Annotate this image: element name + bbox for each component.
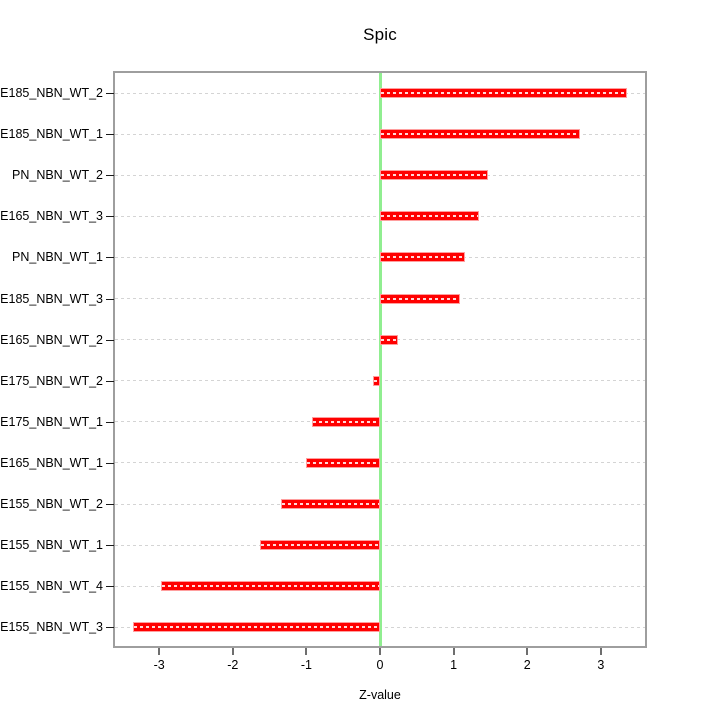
category-label: E165_NBN_WT_2 <box>0 332 103 347</box>
x-axis-tick <box>526 648 529 655</box>
y-axis-tick <box>106 627 114 629</box>
y-axis-tick <box>106 216 114 218</box>
bar <box>372 375 380 386</box>
category-label: E175_NBN_WT_1 <box>0 414 103 429</box>
bar-dash-overlay <box>373 379 379 382</box>
zero-reference-line <box>378 73 382 646</box>
bar-dash-overlay <box>381 92 626 94</box>
bar-dash-overlay <box>134 626 379 629</box>
y-axis-tick <box>106 339 114 341</box>
bar <box>281 499 380 509</box>
bar <box>305 457 380 468</box>
category-label: E165_NBN_WT_1 <box>0 455 103 470</box>
bar <box>380 129 581 140</box>
category-label: E155_NBN_WT_1 <box>0 538 103 553</box>
category-label: E155_NBN_WT_3 <box>0 620 103 635</box>
bar-dash-overlay <box>381 338 397 341</box>
bar-dash-overlay <box>381 297 460 300</box>
category-label: E175_NBN_WT_2 <box>0 373 103 388</box>
bar <box>133 622 380 633</box>
bar-dash-overlay <box>312 420 379 423</box>
x-tick-label: 1 <box>450 658 458 672</box>
y-axis-tick <box>106 298 114 300</box>
x-axis-tick <box>599 648 602 655</box>
category-label: E185_NBN_WT_1 <box>0 127 103 142</box>
bar-dash-overlay <box>381 256 464 259</box>
category-label: PN_NBN_WT_2 <box>12 168 103 183</box>
bar <box>380 334 398 345</box>
x-tick-label: -1 <box>300 658 312 672</box>
plot-area <box>113 71 647 648</box>
y-axis-tick <box>106 257 114 259</box>
y-axis-tick <box>106 93 114 94</box>
x-tick-label: 0 <box>376 658 384 672</box>
x-axis-tick <box>379 648 381 655</box>
y-axis-tick <box>106 421 114 423</box>
bar <box>161 581 380 592</box>
bar-dash-overlay <box>381 133 580 136</box>
x-axis-tick <box>231 648 234 655</box>
bar <box>380 170 489 181</box>
chart-title: Spic <box>363 25 397 44</box>
category-label: E165_NBN_WT_3 <box>0 209 103 224</box>
bar-dash-overlay <box>282 503 379 505</box>
bar <box>311 416 380 427</box>
category-label: PN_NBN_WT_1 <box>12 250 103 265</box>
y-axis-tick <box>106 175 114 177</box>
x-tick-label: -3 <box>153 658 165 672</box>
bar <box>260 540 380 551</box>
bar-dash-overlay <box>381 215 478 218</box>
x-axis-tick <box>158 648 161 655</box>
bar-dash-overlay <box>306 461 379 464</box>
x-axis-label: Z-value <box>359 688 401 702</box>
bar <box>380 88 627 98</box>
bar-dash-overlay <box>162 585 379 588</box>
x-axis-tick <box>305 648 308 655</box>
y-axis-tick <box>106 462 114 464</box>
plot-inner <box>115 73 645 646</box>
x-tick-label: 2 <box>523 658 531 672</box>
x-axis-tick <box>452 648 455 655</box>
category-label: E155_NBN_WT_2 <box>0 497 103 511</box>
bar <box>380 211 479 222</box>
category-label: E185_NBN_WT_3 <box>0 291 103 306</box>
bar-dash-overlay <box>261 544 379 547</box>
y-axis-tick <box>106 504 114 505</box>
bar <box>380 252 465 263</box>
bar-dash-overlay <box>381 174 488 177</box>
bar <box>380 293 461 304</box>
y-axis-tick <box>106 586 114 588</box>
y-axis-tick <box>106 545 114 547</box>
category-label: E155_NBN_WT_4 <box>0 579 103 594</box>
x-tick-label: 3 <box>597 658 605 672</box>
x-tick-label: -2 <box>227 658 239 672</box>
category-label: E185_NBN_WT_2 <box>0 86 103 100</box>
y-axis-tick <box>106 380 114 382</box>
y-axis-tick <box>106 134 114 136</box>
